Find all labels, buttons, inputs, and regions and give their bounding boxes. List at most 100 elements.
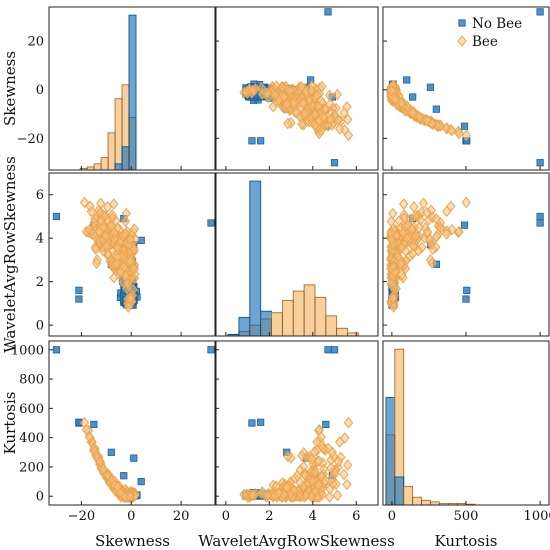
- no-bee-point: [330, 159, 339, 167]
- bee-point: [310, 466, 320, 479]
- panel-frame: [214, 340, 379, 506]
- bee-point: [101, 230, 111, 242]
- bee-point: [316, 470, 326, 483]
- bee-point: [85, 200, 95, 213]
- bee-point: [427, 257, 437, 269]
- bee-point: [248, 84, 258, 97]
- y-tick-label: 0: [36, 83, 44, 98]
- bee-hist-outline: [394, 348, 405, 505]
- no-bee-hist-bar: [260, 310, 273, 336]
- x-tick-label: 4: [309, 509, 317, 524]
- no-bee-point: [52, 212, 61, 221]
- bee-hist-bar: [292, 290, 305, 336]
- bee-point: [79, 196, 90, 209]
- x-tick-label: 0: [127, 509, 135, 524]
- y-tick-label: 2: [36, 275, 44, 290]
- bee-point: [414, 111, 424, 123]
- no-bee-hist-bar: [238, 316, 251, 336]
- bee-point: [103, 247, 113, 260]
- bee-point: [386, 84, 397, 97]
- y-tick-label: 600: [19, 402, 44, 417]
- bee-point: [435, 217, 445, 229]
- bee-point: [447, 223, 457, 236]
- bee-point: [125, 292, 136, 305]
- y-axis-label: WaveletAvgRowSkewness: [1, 156, 19, 353]
- no-bee-point: [324, 346, 332, 354]
- bee-point: [339, 468, 349, 481]
- bee-point: [306, 490, 316, 503]
- bee-hist-bar: [314, 296, 327, 336]
- bee-point: [297, 449, 307, 462]
- no-bee-point: [90, 420, 98, 429]
- bee-point: [307, 475, 317, 488]
- no-bee-point: [536, 8, 544, 16]
- bee-point: [292, 106, 302, 119]
- no-bee-point: [248, 419, 256, 427]
- bee-point: [282, 97, 292, 110]
- no-bee-point: [426, 83, 435, 91]
- bee-point: [129, 262, 139, 275]
- panel-Skewness-vs-Skewness: [79, 14, 137, 170]
- no-bee-point: [462, 295, 470, 303]
- no-bee-point: [137, 477, 145, 486]
- bee-point: [317, 80, 327, 93]
- bee-point: [402, 232, 412, 245]
- bee-point: [312, 89, 323, 102]
- panel-WaveletAvgRowSkewness-vs-Skewness: [52, 196, 215, 313]
- x-tick-label: −20: [68, 509, 95, 524]
- no-bee-hist-bar: [385, 396, 396, 505]
- panel-frame: [214, 172, 379, 337]
- bee-hist-bar: [271, 312, 283, 336]
- bee-point: [428, 243, 438, 256]
- bee-point: [95, 455, 105, 468]
- panel-frame: [382, 6, 550, 171]
- bee-point: [387, 277, 397, 290]
- bee-point: [115, 266, 126, 278]
- bee-point: [285, 84, 295, 97]
- bee-point: [447, 124, 457, 137]
- no-bee-point: [403, 76, 411, 84]
- bee-point: [408, 247, 418, 260]
- bee-point: [309, 445, 320, 458]
- bee-point: [112, 257, 122, 270]
- no-bee-hist-bar: [249, 180, 262, 336]
- no-bee-point: [75, 295, 83, 303]
- bee-point: [98, 221, 109, 234]
- bee-point: [454, 225, 464, 238]
- y-tick-label: 1000: [11, 343, 44, 358]
- bee-point: [274, 487, 284, 499]
- y-tick-label: 20: [27, 35, 44, 50]
- bee-point: [239, 488, 249, 501]
- bee-point: [454, 127, 464, 140]
- bee-point: [398, 227, 408, 239]
- x-tick-label: 2: [265, 509, 273, 524]
- bee-point: [298, 97, 308, 109]
- x-tick-label: 0: [222, 509, 230, 524]
- panel-Kurtosis-vs-WaveletAvgRowSkewness: [239, 346, 354, 503]
- no-bee-hist-bar: [114, 163, 123, 170]
- y-tick-label: 6: [36, 188, 44, 203]
- bee-point: [343, 459, 353, 471]
- y-tick-label: −20: [17, 132, 44, 147]
- bee-point: [300, 469, 310, 481]
- bee-point: [89, 217, 99, 229]
- y-tick-label: 4: [36, 232, 44, 247]
- bee-point: [446, 200, 456, 213]
- bee-point: [324, 491, 335, 503]
- bee-hist-bar: [412, 496, 423, 505]
- bee-point: [316, 431, 326, 443]
- bee-point: [84, 431, 94, 443]
- bee-point: [388, 292, 398, 305]
- bee-point: [312, 491, 323, 503]
- x-axis-label: Kurtosis: [435, 532, 498, 550]
- y-axis-label: Skewness: [1, 51, 19, 126]
- no-bee-point: [107, 448, 115, 456]
- bee-point: [409, 201, 419, 213]
- y-tick-label: 400: [19, 431, 44, 446]
- bee-point: [395, 257, 406, 270]
- bee-point: [342, 478, 352, 491]
- bee-point: [120, 215, 131, 228]
- bee-hist-outline: [325, 315, 338, 336]
- no-bee-point: [257, 418, 265, 426]
- no-bee-point: [75, 286, 83, 294]
